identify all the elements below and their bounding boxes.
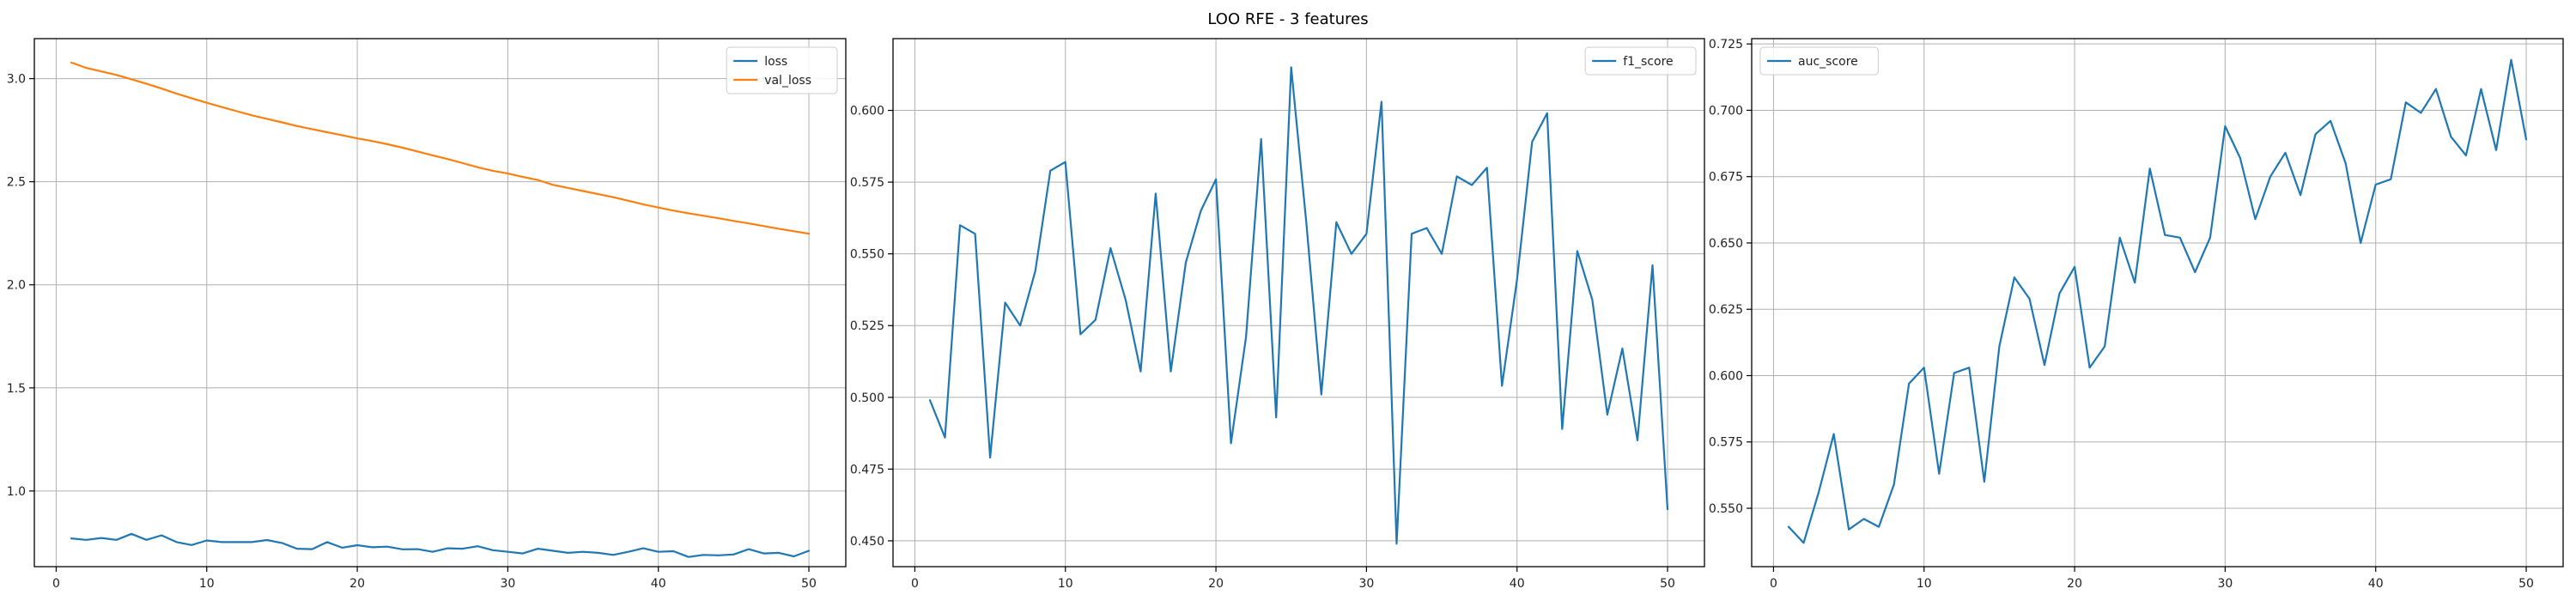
- x-tick-label: 40: [2368, 577, 2384, 591]
- x-tick-label: 40: [1510, 577, 1525, 591]
- x-tick-label: 30: [2217, 577, 2233, 591]
- x-tick-label: 30: [1358, 577, 1374, 591]
- y-tick-label: 2.0: [7, 279, 26, 293]
- x-tick-label: 10: [199, 577, 215, 591]
- y-tick-label: 0.725: [1709, 38, 1743, 52]
- x-tick-label: 10: [1058, 577, 1073, 591]
- legend-label: f1_score: [1623, 55, 1673, 69]
- x-tick-label: 0: [52, 577, 60, 591]
- y-tick-label: 0.525: [850, 319, 884, 333]
- y-tick-label: 0.675: [1709, 171, 1743, 185]
- y-tick-label: 0.650: [1709, 237, 1743, 251]
- y-tick-label: 0.600: [850, 105, 884, 118]
- y-tick-label: 0.550: [1709, 502, 1743, 516]
- legend-label: val_loss: [764, 74, 811, 88]
- x-tick-label: 20: [2067, 577, 2082, 591]
- y-tick-label: 0.575: [850, 176, 884, 190]
- y-tick-label: 1.0: [7, 485, 26, 499]
- y-tick-label: 0.550: [850, 248, 884, 262]
- x-tick-label: 40: [651, 577, 666, 591]
- legend-label: loss: [764, 55, 787, 69]
- y-tick-label: 3.0: [7, 73, 26, 87]
- x-tick-label: 30: [500, 577, 515, 591]
- legend-label: auc_score: [1798, 55, 1858, 69]
- y-tick-label: 0.500: [850, 392, 884, 405]
- x-tick-label: 20: [1208, 577, 1224, 591]
- y-tick-label: 0.625: [1709, 303, 1743, 317]
- x-tick-label: 50: [2518, 577, 2534, 591]
- y-tick-label: 0.700: [1709, 104, 1743, 118]
- y-tick-label: 2.5: [7, 176, 26, 190]
- legend: f1_score: [1585, 47, 1696, 75]
- y-tick-label: 0.600: [1709, 369, 1743, 383]
- x-tick-label: 50: [1660, 577, 1675, 591]
- figure-title: LOO RFE - 3 features: [1207, 10, 1368, 28]
- legend: auc_score: [1760, 47, 1878, 75]
- legend: loss val_loss: [726, 47, 837, 94]
- y-tick-label: 0.450: [850, 535, 884, 549]
- y-tick-label: 0.575: [1709, 436, 1743, 450]
- x-tick-label: 50: [801, 577, 817, 591]
- y-tick-label: 1.5: [7, 382, 26, 396]
- x-tick-label: 20: [349, 577, 365, 591]
- x-tick-label: 10: [1917, 577, 1932, 591]
- x-tick-label: 0: [1770, 577, 1777, 591]
- x-tick-label: 0: [911, 577, 919, 591]
- y-tick-label: 0.475: [850, 463, 884, 477]
